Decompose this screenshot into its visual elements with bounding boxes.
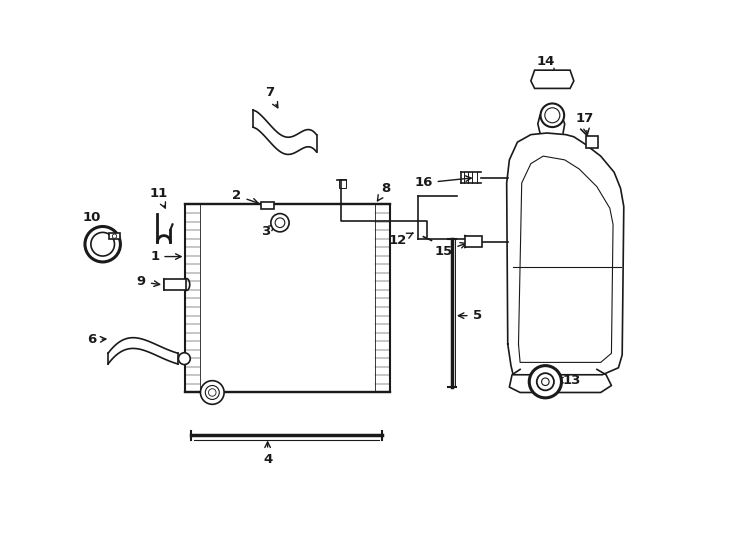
Bar	[339, 179, 346, 188]
Bar	[261, 202, 274, 209]
Circle shape	[275, 218, 285, 227]
Bar	[200, 205, 374, 393]
Circle shape	[540, 104, 564, 127]
Text: 3: 3	[261, 225, 276, 238]
Text: 8: 8	[377, 182, 390, 201]
Circle shape	[206, 386, 219, 400]
Circle shape	[91, 232, 115, 256]
Circle shape	[85, 226, 120, 262]
Text: 16: 16	[414, 176, 471, 190]
Circle shape	[529, 366, 562, 398]
Text: 14: 14	[536, 55, 555, 74]
Text: 10: 10	[83, 211, 101, 233]
Text: 13: 13	[557, 374, 581, 387]
Circle shape	[200, 381, 224, 404]
Circle shape	[271, 214, 289, 232]
Text: 1: 1	[150, 250, 181, 263]
Circle shape	[537, 373, 554, 390]
Polygon shape	[531, 70, 574, 89]
Text: 9: 9	[137, 275, 159, 288]
Text: 17: 17	[575, 112, 594, 134]
Text: 4: 4	[263, 442, 272, 465]
Bar	[109, 233, 120, 239]
Bar	[186, 205, 390, 393]
Text: 6: 6	[87, 333, 106, 346]
Text: 7: 7	[265, 86, 278, 108]
Circle shape	[542, 378, 549, 386]
Text: 2: 2	[233, 190, 258, 204]
Bar	[586, 136, 598, 147]
Text: 5: 5	[458, 309, 482, 322]
Circle shape	[178, 353, 190, 364]
Bar	[465, 235, 482, 247]
Text: 11: 11	[150, 187, 167, 208]
Text: 12: 12	[389, 233, 413, 247]
Text: 15: 15	[434, 242, 466, 258]
Circle shape	[112, 234, 117, 238]
Circle shape	[545, 108, 560, 123]
Circle shape	[208, 389, 216, 396]
Bar	[164, 279, 186, 291]
